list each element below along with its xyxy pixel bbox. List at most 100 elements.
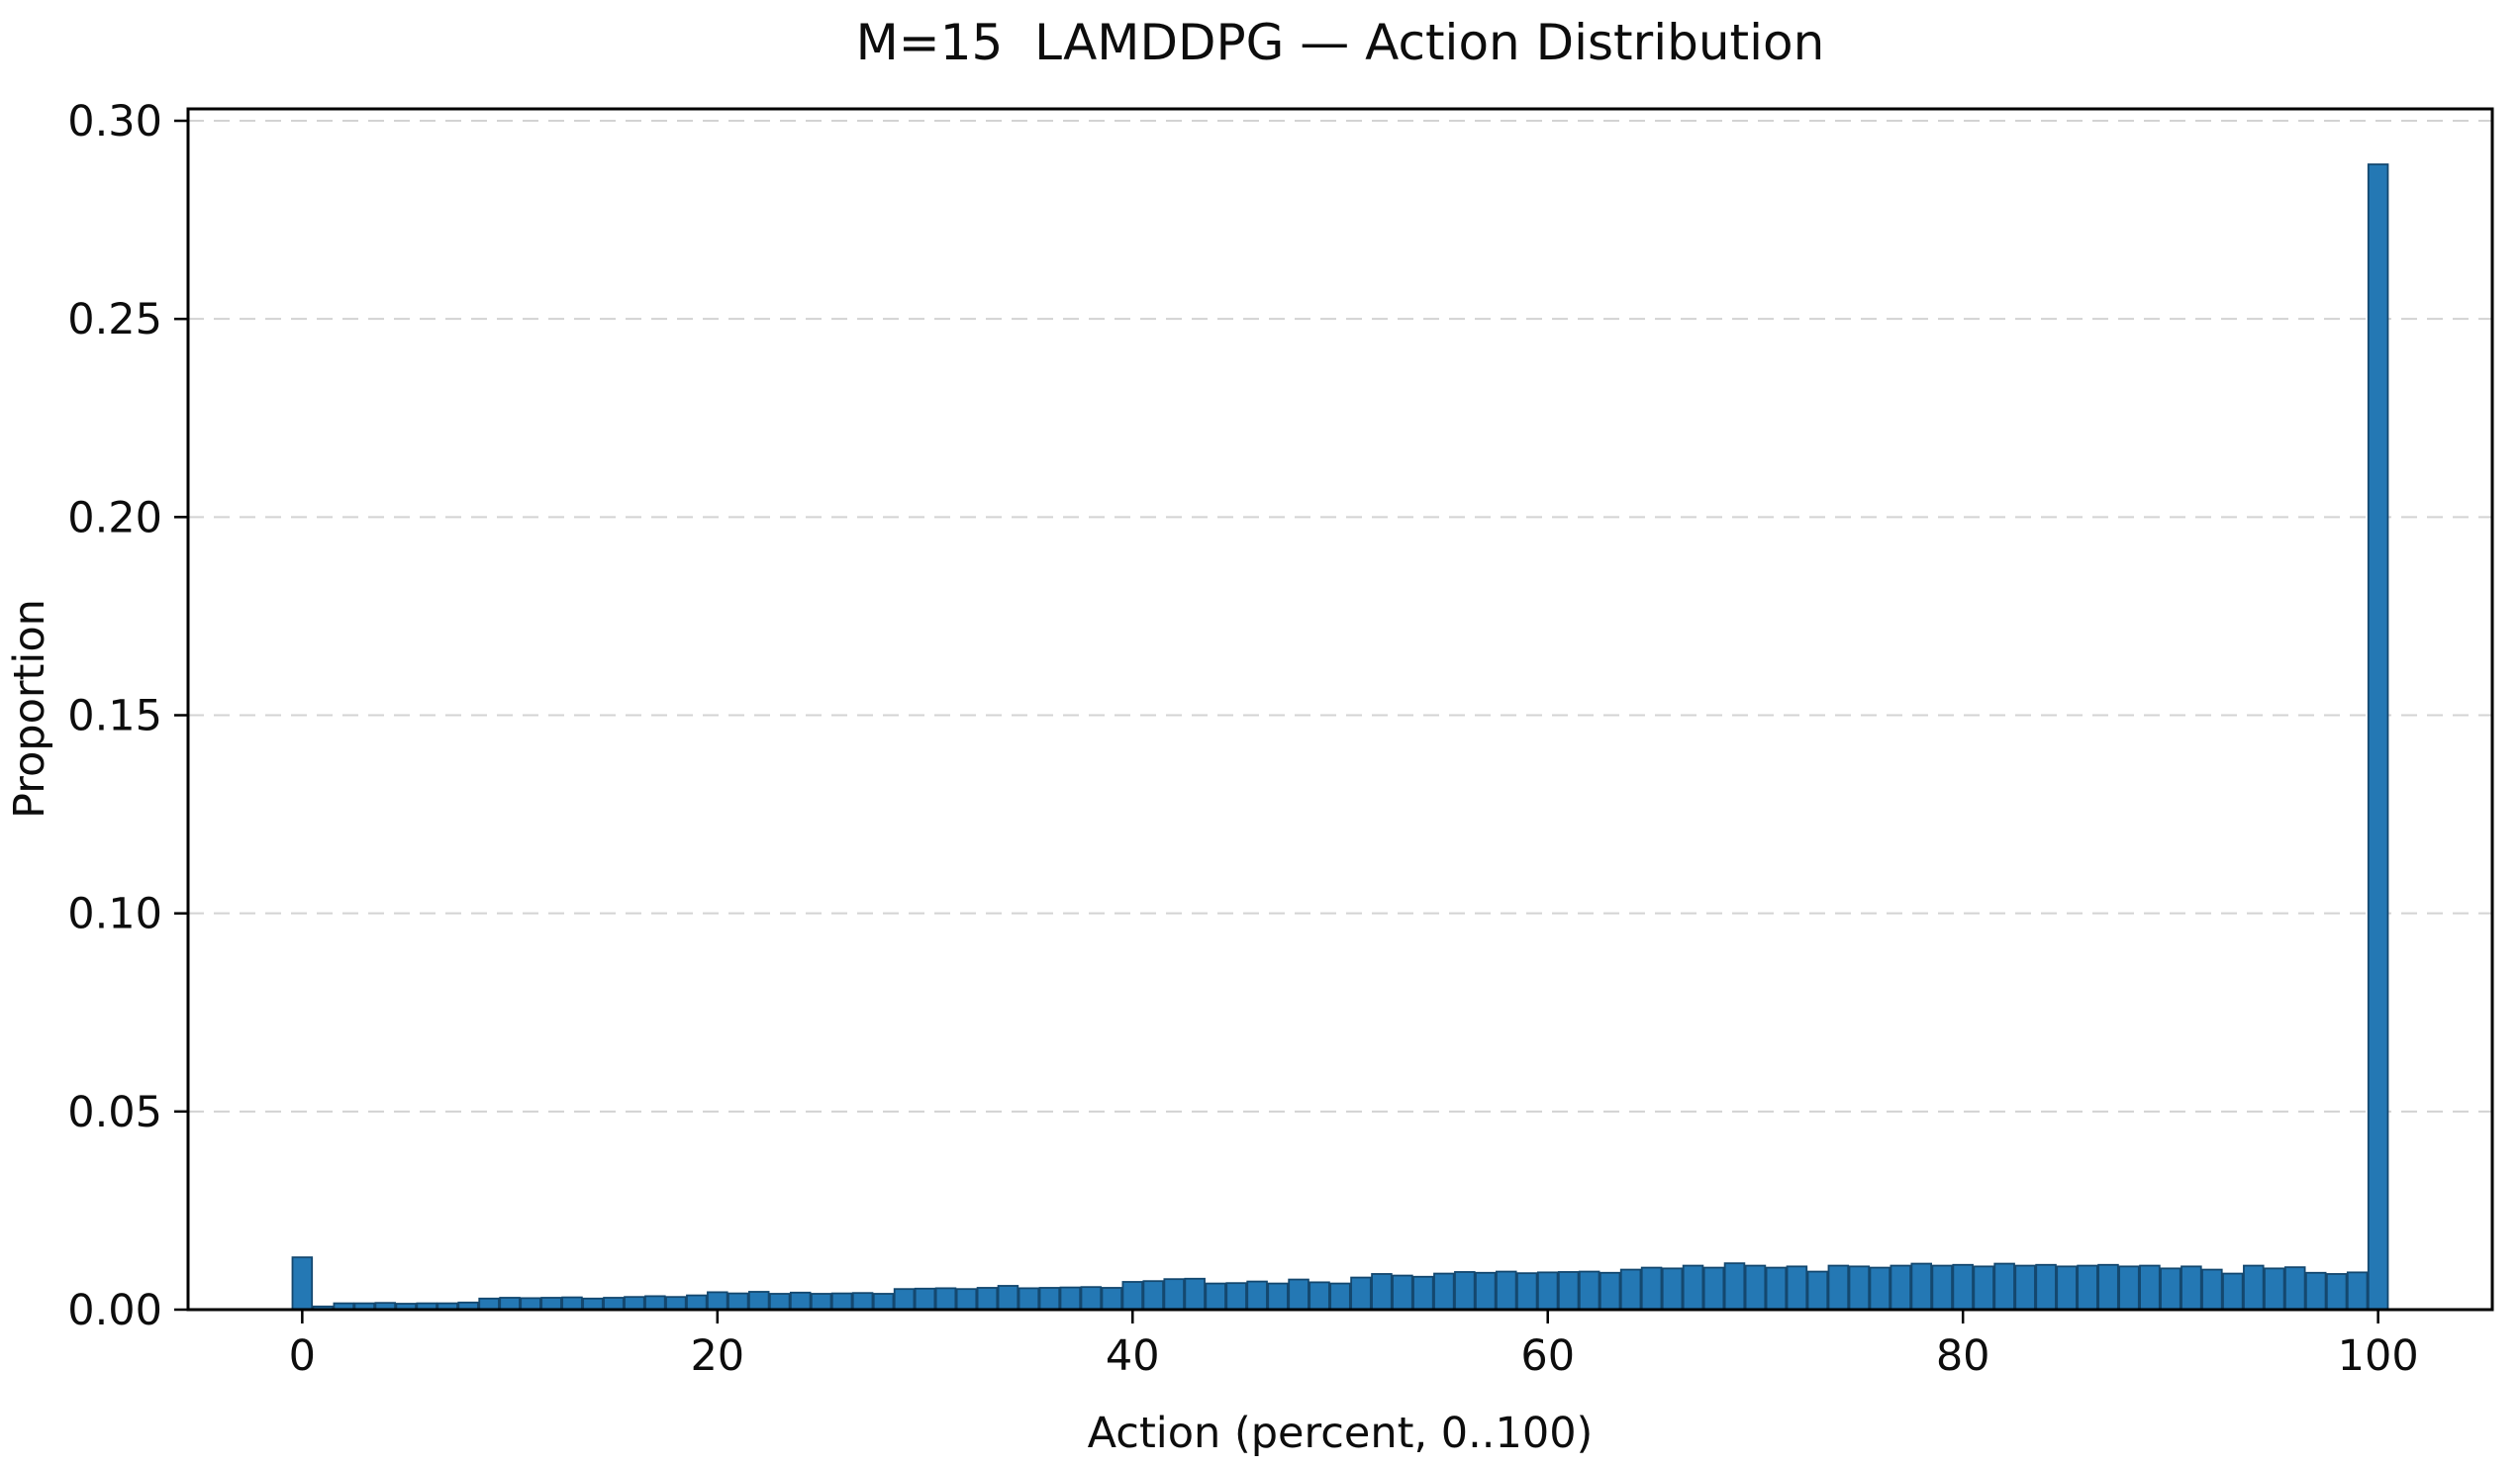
bar (1723, 1262, 1746, 1311)
bar (2181, 1265, 2202, 1311)
x-tick-label: 60 (1520, 1331, 1575, 1381)
bar (1578, 1270, 1600, 1311)
bar (1246, 1280, 1268, 1311)
plot-frame (186, 107, 2494, 1312)
bar (2243, 1264, 2265, 1311)
bar (1329, 1282, 1351, 1311)
bar (1475, 1271, 1497, 1311)
bar (1786, 1265, 1808, 1311)
bar (1848, 1265, 1871, 1311)
bar (1288, 1278, 1309, 1311)
bar (768, 1293, 791, 1311)
bar (1371, 1273, 1393, 1311)
bar (2014, 1264, 2036, 1311)
chart-title: M=15 LAMDDPG — Action Distribution (856, 14, 1825, 71)
histogram-bars (291, 163, 2389, 1311)
bar (665, 1296, 687, 1311)
bar (2346, 1271, 2369, 1311)
bar (727, 1292, 749, 1311)
bar (2264, 1267, 2285, 1311)
bar (1661, 1267, 1684, 1311)
bar (1640, 1266, 1663, 1311)
bar (624, 1296, 645, 1311)
y-tick-label: 0.25 (67, 295, 162, 344)
bar (1993, 1262, 2015, 1311)
x-tick-label: 20 (690, 1331, 744, 1381)
bar (872, 1293, 895, 1311)
bar (2325, 1273, 2348, 1311)
bar (1412, 1275, 1434, 1311)
bar (644, 1295, 666, 1311)
x-tick-label: 0 (289, 1331, 316, 1381)
bar (291, 1256, 314, 1311)
y-tick-label: 0.20 (67, 493, 162, 542)
bar (1557, 1271, 1580, 1311)
bar (1910, 1262, 1933, 1311)
bar (1038, 1287, 1061, 1311)
bar (1536, 1271, 1559, 1311)
bar (1142, 1280, 1165, 1311)
bar (1184, 1277, 1206, 1311)
bar (2077, 1264, 2098, 1311)
bar (1973, 1265, 1994, 1311)
bar (2118, 1265, 2140, 1311)
bar (1121, 1281, 1144, 1311)
x-tick-label: 100 (2338, 1331, 2419, 1381)
bar (540, 1297, 562, 1311)
y-tick-label: 0.15 (67, 692, 162, 741)
bar (1163, 1278, 1185, 1311)
bar (1827, 1264, 1850, 1311)
bar (1744, 1264, 1767, 1311)
bar (2367, 163, 2389, 1311)
x-tick-label: 40 (1106, 1331, 1160, 1381)
bar (1599, 1271, 1621, 1311)
bar (1018, 1287, 1040, 1311)
bar (934, 1287, 957, 1311)
bar (893, 1288, 916, 1311)
bar (1350, 1276, 1372, 1311)
x-tick-label: 80 (1936, 1331, 1990, 1381)
bar (1682, 1264, 1704, 1311)
bar (2097, 1263, 2119, 1311)
bar (582, 1297, 604, 1311)
bar (686, 1294, 708, 1311)
tick-labels: 0 20 40 60 80 100 0.00 0.05 0.10 0.15 0.20 0.25 0.30 (67, 97, 2418, 1381)
bar (1952, 1263, 1974, 1311)
x-axis-label: Action (percent, 0..100) (1088, 1409, 1594, 1458)
y-tick-label: 0.00 (67, 1286, 162, 1335)
bar (1890, 1264, 1912, 1311)
bar (2304, 1271, 2327, 1311)
bar (976, 1287, 999, 1311)
bar (2139, 1264, 2161, 1311)
bar (955, 1288, 978, 1311)
y-tick-label: 0.10 (67, 890, 162, 939)
bar (830, 1292, 853, 1311)
bar (2283, 1266, 2306, 1311)
y-axis-label: Proportion (5, 599, 54, 819)
bar (1454, 1271, 1476, 1311)
bar (748, 1291, 770, 1311)
bar (499, 1297, 521, 1311)
bar (1059, 1286, 1082, 1311)
bar (1702, 1266, 1725, 1311)
bar (1205, 1282, 1226, 1311)
bar (1392, 1274, 1413, 1311)
bar (2160, 1267, 2181, 1311)
bar (561, 1296, 583, 1311)
bar (2201, 1268, 2223, 1311)
bar (810, 1293, 832, 1311)
bar (1308, 1281, 1330, 1311)
bar (997, 1285, 1019, 1311)
bar (707, 1291, 728, 1311)
bar (1496, 1270, 1517, 1311)
y-tick-label: 0.05 (67, 1088, 162, 1137)
bar (603, 1297, 625, 1311)
bar (1225, 1282, 1247, 1311)
bar (914, 1287, 936, 1311)
bar (1806, 1270, 1829, 1311)
bar (1433, 1272, 1455, 1311)
bar (2222, 1272, 2244, 1311)
